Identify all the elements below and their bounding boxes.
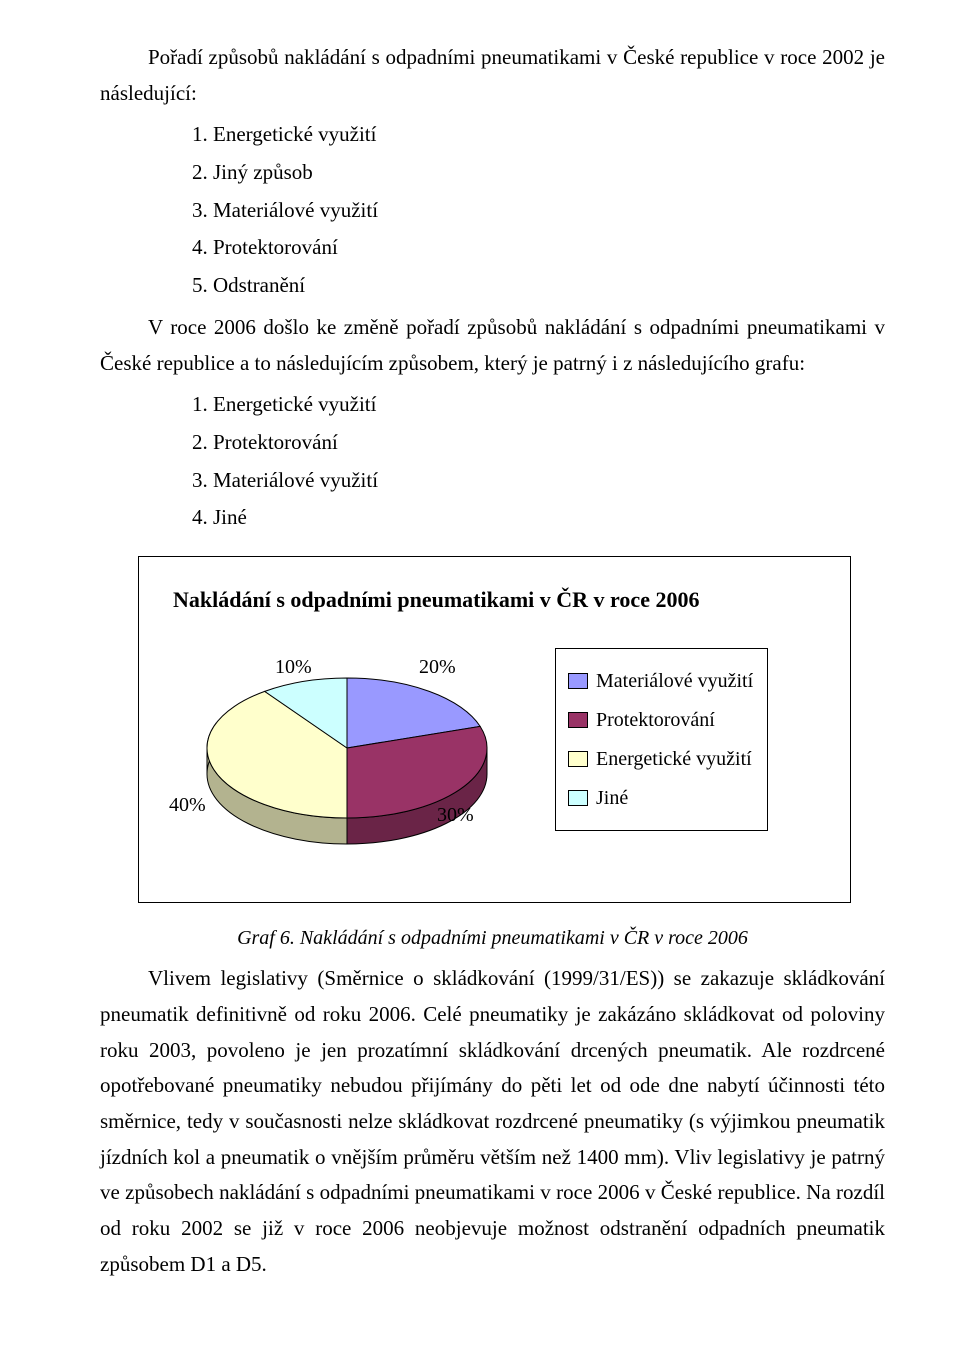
list-item: 1. Energetické využití — [192, 117, 885, 153]
pie-chart: 10% 20% 40% 30% — [167, 648, 527, 858]
chart-title: Nakládání s odpadními pneumatikami v ČR … — [173, 581, 822, 618]
chart-legend: Materiálové využití Protektorování Energet… — [555, 648, 768, 831]
legend-label: Jiné — [596, 781, 628, 815]
closing-paragraph: Vlivem legislativy (Směrnice o skládková… — [100, 961, 885, 1282]
chart-container: Nakládání s odpadními pneumatikami v ČR … — [138, 556, 851, 903]
intro-paragraph: Pořadí způsobů nakládání s odpadními pne… — [100, 40, 885, 111]
chart-caption: Graf 6. Nakládání s odpadními pneumatika… — [100, 921, 885, 955]
legend-label: Materiálové využití — [596, 664, 753, 698]
ordered-list-2002: 1. Energetické využití2. Jiný způsob3. M… — [100, 117, 885, 303]
legend-swatch — [568, 712, 588, 728]
legend-swatch — [568, 751, 588, 767]
legend-item: Materiálové využití — [568, 664, 753, 698]
legend-label: Energetické využití — [596, 742, 752, 776]
chart-body: 10% 20% 40% 30% Materiálové využití Prote… — [167, 648, 822, 858]
legend-swatch — [568, 790, 588, 806]
list-item: 3. Materiálové využití — [192, 193, 885, 229]
list-item: 5. Odstranění — [192, 268, 885, 304]
list-item: 4. Protektorování — [192, 230, 885, 266]
legend-label: Protektorování — [596, 703, 715, 737]
list-item: 2. Protektorování — [192, 425, 885, 461]
legend-swatch — [568, 673, 588, 689]
mid-paragraph: V roce 2006 došlo ke změně pořadí způsob… — [100, 310, 885, 381]
list-item: 1. Energetické využití — [192, 387, 885, 423]
list-item: 4. Jiné — [192, 500, 885, 536]
pie-label-20: 20% — [419, 650, 456, 684]
legend-item: Protektorování — [568, 703, 753, 737]
legend-item: Energetické využití — [568, 742, 753, 776]
pie-label-40: 40% — [169, 788, 206, 822]
list-item: 2. Jiný způsob — [192, 155, 885, 191]
list-item: 3. Materiálové využití — [192, 463, 885, 499]
ordered-list-2006: 1. Energetické využití2. Protektorování3… — [100, 387, 885, 536]
pie-label-10: 10% — [275, 650, 312, 684]
legend-item: Jiné — [568, 781, 753, 815]
pie-label-30: 30% — [437, 798, 474, 832]
